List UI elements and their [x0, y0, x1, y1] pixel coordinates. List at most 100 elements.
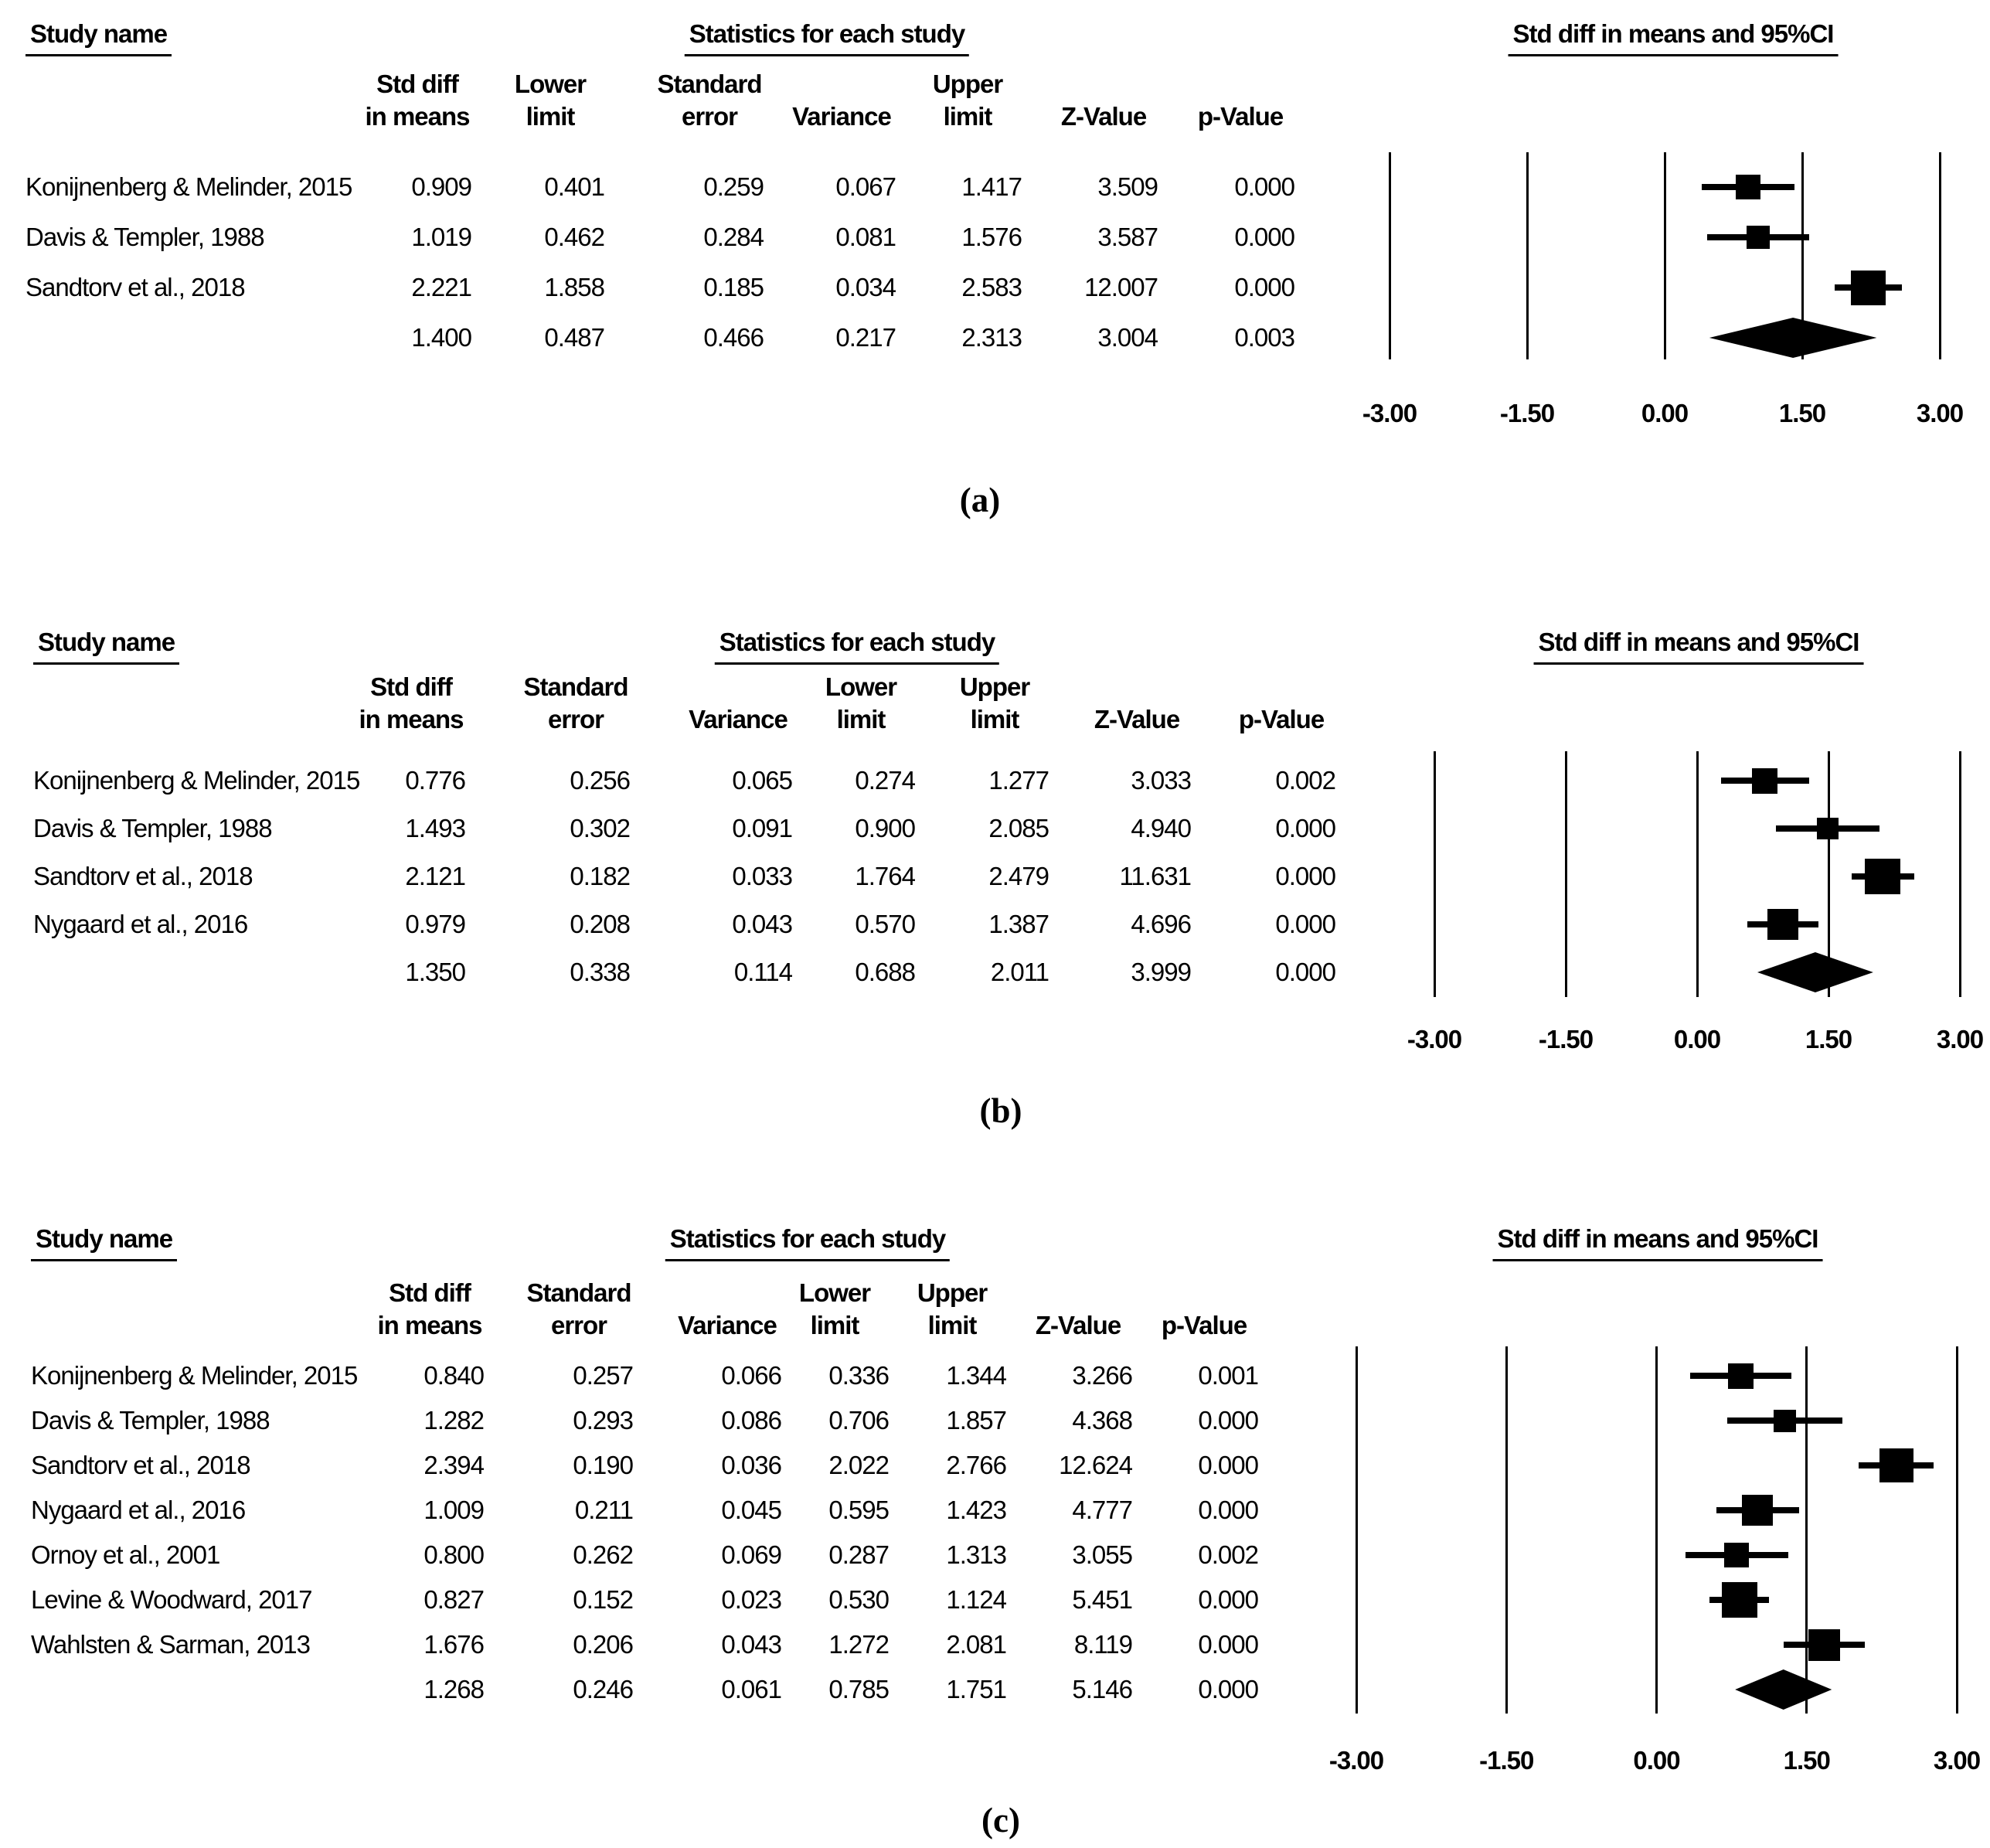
column-header: p-Value: [1204, 671, 1359, 736]
axis-gridline: [1827, 751, 1830, 997]
stats-header: Statistics for each study: [714, 628, 1000, 665]
stat-value: 0.706: [828, 1406, 890, 1434]
stat-value: 2.394: [424, 1451, 485, 1479]
stat-value: 0.293: [573, 1406, 634, 1434]
axis-tick-label: -3.00: [1328, 1746, 1384, 1775]
column-header-line2: limit: [836, 705, 886, 733]
stat-value: 0.043: [721, 1630, 782, 1659]
summary-value: 3.999: [1131, 958, 1192, 986]
stat-value: 0.287: [828, 1540, 890, 1569]
axis-gridline: [1958, 751, 1961, 997]
stat-value: 0.065: [732, 766, 793, 795]
stat-value: 0.000: [1234, 172, 1295, 201]
summary-value: 0.114: [733, 958, 793, 986]
stat-value: 0.033: [732, 862, 793, 890]
axis-tick-label: -1.50: [1499, 399, 1555, 427]
column-header: Std diff in means: [334, 671, 488, 736]
stat-value: 1.272: [828, 1630, 890, 1659]
stat-value: 4.940: [1131, 814, 1192, 842]
stat-value: 2.479: [988, 862, 1049, 890]
column-header-line2: limit: [810, 1311, 860, 1339]
column-header: Std diff in means: [352, 1277, 507, 1342]
stat-value: 1.764: [855, 862, 916, 890]
stat-value: 0.000: [1198, 1496, 1259, 1524]
stat-value: 0.182: [570, 862, 631, 890]
stats-header: Statistics for each study: [665, 1224, 951, 1261]
stat-value: 0.211: [574, 1496, 634, 1524]
stat-value: 0.900: [855, 814, 916, 842]
forest-plot: [1433, 751, 1961, 997]
summary-value: 0.217: [835, 323, 896, 352]
forest-plot: [1355, 1346, 1958, 1714]
axis-tick-label: 0.00: [1633, 1746, 1680, 1775]
stat-value: 3.509: [1097, 172, 1158, 201]
axis-gridline: [1433, 751, 1436, 997]
stat-value: 0.827: [424, 1585, 485, 1614]
stat-value: 0.284: [703, 223, 764, 251]
stat-value: 4.368: [1072, 1406, 1133, 1434]
stat-value: 0.462: [544, 223, 605, 251]
column-header: p-Value: [1163, 68, 1318, 133]
stat-value: 0.000: [1275, 910, 1336, 938]
stat-value: 5.451: [1072, 1585, 1133, 1614]
column-header-line1: Lower: [514, 70, 587, 98]
stat-value: 0.190: [573, 1451, 634, 1479]
study-name: Konijnenberg & Melinder, 2015: [26, 172, 352, 201]
column-header: Z-Value: [1001, 1277, 1155, 1342]
panel-caption: (c): [981, 1801, 1020, 1839]
axis-tick-label: 3.00: [1933, 1746, 1981, 1775]
effect-square: [1808, 1628, 1841, 1661]
stat-value: 0.000: [1234, 223, 1295, 251]
stat-value: 1.019: [411, 223, 472, 251]
summary-value: 2.313: [961, 323, 1022, 352]
stat-value: 1.009: [424, 1496, 485, 1524]
stat-value: 0.034: [835, 273, 896, 301]
stat-value: 0.000: [1198, 1451, 1259, 1479]
column-header-line1: Standard: [523, 672, 628, 701]
axis-gridline: [1505, 1346, 1508, 1714]
axis-tick-label: 3.00: [1936, 1025, 1984, 1053]
column-header-line1: [1163, 68, 1318, 100]
stat-value: 0.776: [405, 766, 466, 795]
effect-square: [1724, 1543, 1750, 1567]
stats-header: Statistics for each study: [684, 19, 970, 56]
column-header-line2: limit: [943, 102, 993, 131]
column-header-line2: p-Value: [1238, 705, 1325, 733]
stat-value: 2.081: [946, 1630, 1007, 1659]
stat-value: 0.045: [721, 1496, 782, 1524]
column-header-line1: Standard: [526, 1278, 631, 1307]
stat-value: 0.000: [1198, 1585, 1259, 1614]
stat-value: 0.069: [721, 1540, 782, 1569]
stat-value: 0.302: [570, 814, 631, 842]
column-header-line1: Upper: [917, 1278, 988, 1307]
study-name: Nygaard et al., 2016: [31, 1496, 246, 1524]
stat-value: 1.387: [988, 910, 1049, 938]
stat-value: 0.043: [732, 910, 793, 938]
column-header: Upper limit: [917, 671, 1072, 736]
stat-value: 0.257: [573, 1361, 634, 1390]
column-header-line2: in means: [377, 1311, 482, 1339]
study-name: Sandtorv et al., 2018: [26, 273, 246, 301]
axis-gridline: [1805, 1346, 1808, 1714]
summary-value: 2.011: [990, 958, 1049, 986]
column-header-line2: limit: [927, 1311, 978, 1339]
stat-value: 12.624: [1059, 1451, 1133, 1479]
stat-value: 2.085: [988, 814, 1049, 842]
study-name: Levine & Woodward, 2017: [31, 1585, 312, 1614]
plot-header: Std diff in means and 95%CI: [1492, 1224, 1823, 1261]
study-name: Konijnenberg & Melinder, 2015: [31, 1361, 358, 1390]
stat-value: 1.493: [405, 814, 466, 842]
stat-value: 1.344: [946, 1361, 1007, 1390]
effect-square: [1767, 909, 1798, 940]
axis-tick-label: 0.00: [1673, 1025, 1721, 1053]
summary-value: 3.004: [1097, 323, 1158, 352]
column-header-line1: [1026, 68, 1181, 100]
study-name: Davis & Templer, 1988: [31, 1406, 270, 1434]
stat-value: 0.336: [828, 1361, 890, 1390]
study-name: Konijnenberg & Melinder, 2015: [33, 766, 360, 795]
stat-value: 8.119: [1073, 1630, 1133, 1659]
column-header: Standard error: [498, 671, 653, 736]
stat-value: 0.036: [721, 1451, 782, 1479]
summary-value: 1.268: [424, 1675, 485, 1703]
